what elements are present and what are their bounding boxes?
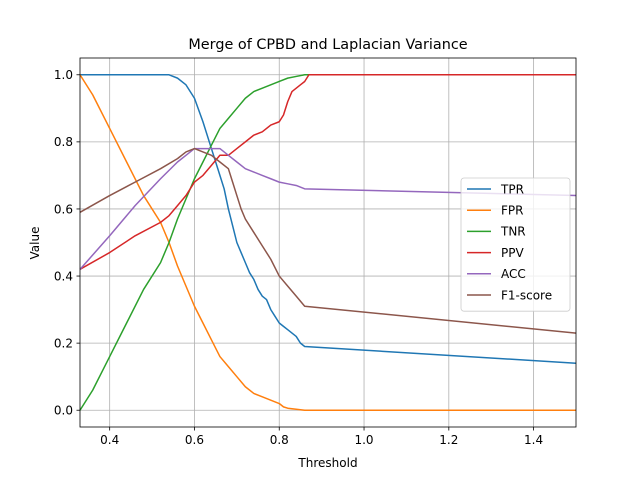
legend-label-f1-score: F1-score	[501, 288, 552, 302]
y-tick-label: 0.6	[54, 202, 73, 216]
series-line-tnr	[79, 74, 576, 411]
legend-label-tpr: TPR	[500, 182, 524, 196]
series-line-f1-score	[79, 147, 577, 334]
y-axis-ticks: 0.0 0.2 0.4 0.6 0.8 1.0	[54, 68, 80, 418]
y-axis-label: Value	[28, 227, 42, 260]
y-tick-label: 0.4	[54, 269, 73, 283]
x-tick-label: 0.8	[270, 433, 289, 447]
legend-label-tnr: TNR	[500, 225, 526, 239]
y-tick-label: 0.8	[54, 135, 73, 149]
legend-box	[460, 177, 571, 312]
series-line-ppv	[79, 74, 576, 270]
series-line-acc	[79, 147, 577, 270]
legend-label-acc: ACC	[501, 267, 526, 281]
x-tick-label: 1.0	[354, 433, 373, 447]
plot-frame	[79, 57, 577, 428]
x-tick-label: 0.6	[185, 433, 204, 447]
y-tick-label: 1.0	[54, 68, 73, 82]
x-tick-label: 0.4	[100, 433, 119, 447]
series-line-fpr	[79, 74, 576, 411]
y-tick-label: 0.2	[54, 336, 73, 350]
x-axis-label: Threshold	[297, 456, 357, 470]
x-axis-ticks: 0.4 0.6 0.8 1.0 1.2 1.4	[100, 427, 543, 447]
legend: TPR FPR TNR PPV ACC F1-score	[460, 177, 571, 312]
legend-label-fpr: FPR	[501, 204, 523, 218]
x-tick-label: 1.4	[524, 433, 543, 447]
series-line-tpr	[80, 74, 577, 365]
chart-title: Merge of CPBD and Laplacian Variance	[188, 37, 467, 53]
y-tick-label: 0.0	[54, 404, 73, 418]
x-tick-label: 1.2	[439, 433, 458, 447]
legend-label-ppv: PPV	[501, 246, 524, 260]
series-lines	[79, 74, 577, 411]
